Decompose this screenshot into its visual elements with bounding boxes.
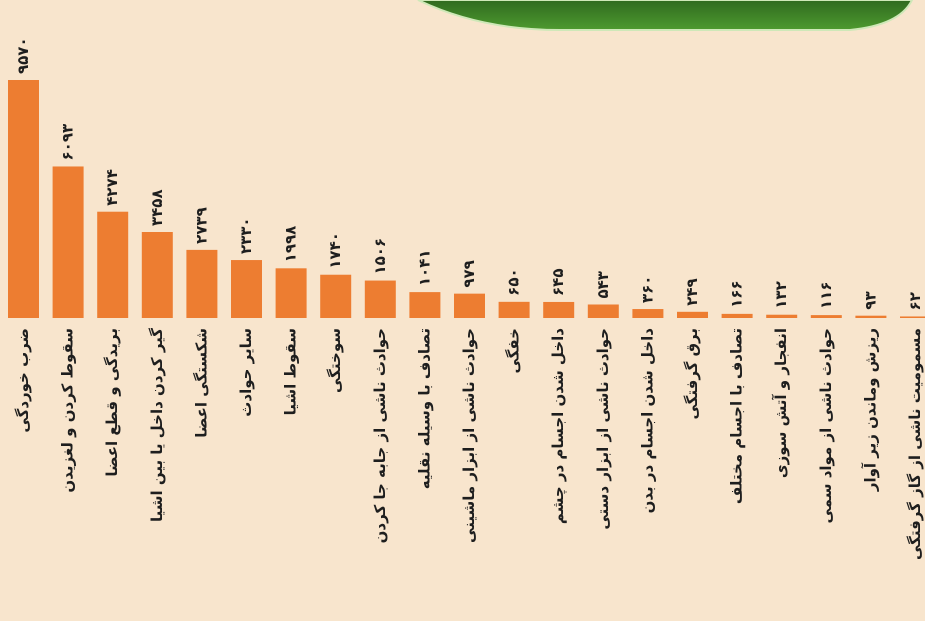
x-tick-label: انفجار و آتش سوزی [772, 328, 790, 478]
bar [454, 293, 485, 318]
header-shape [417, 0, 914, 31]
bar [409, 292, 441, 318]
bar [810, 315, 842, 318]
x-tick-label: مسمومیت ناشی از گاز گرفتگی [906, 328, 924, 560]
data-label: ۳۴۵۸ [148, 189, 166, 226]
bar [855, 315, 887, 318]
data-label: ۶۴۵ [549, 268, 567, 295]
data-label: ۱۰۴۱ [415, 249, 433, 286]
data-label: ۱۹۹۸ [282, 226, 300, 263]
x-tick-label: بریدگی و قطع اعضا [103, 328, 121, 477]
data-label: ۳۶۰ [638, 276, 656, 303]
bar [677, 311, 708, 318]
bar [52, 166, 84, 318]
x-tick-label: حوادث ناشی از ابزار دستی [594, 328, 612, 530]
data-label: ۱۵۰۶ [371, 238, 389, 275]
bar [320, 274, 352, 318]
x-tick-label: شکستگی اعضا [192, 328, 210, 438]
data-label: ۶۵۰ [505, 268, 523, 295]
x-tick-label: تصادف با وسیله نقلیه [415, 328, 433, 489]
bar [8, 80, 39, 318]
x-tick-label: برق گرفتگی [683, 328, 701, 420]
data-label: ۱۳۲ [772, 281, 790, 308]
x-tick-label: حوادث ناشی از جابه جا کردن [371, 328, 389, 543]
bar [900, 316, 925, 318]
data-label: ۲۷۳۹ [192, 207, 210, 244]
x-tick-label: ضرب خوردگی [14, 328, 32, 433]
x-tick-label: سقوط کردن و لغزیدن [59, 328, 77, 493]
x-tick-label: گیر کردن داخل یا بین اشیا [148, 328, 166, 522]
bar [364, 280, 396, 318]
bar [141, 232, 173, 318]
bar [543, 301, 575, 318]
x-tick-label: ریزش وماندن زیر آوار [861, 328, 879, 492]
x-tick-label: سقوط اشیا [282, 328, 300, 415]
data-label: ۱۷۴۰ [326, 232, 344, 269]
data-label: ۴۲۷۴ [103, 169, 121, 206]
data-label: ۶۲ [906, 292, 924, 310]
bar [498, 301, 530, 318]
data-label: ۲۴۹ [683, 278, 701, 305]
x-tick-label: حوادث ناشی از مواد سمی [817, 328, 835, 524]
bar [766, 314, 798, 318]
data-label: ۱۱۶ [817, 282, 835, 309]
x-tick-label: خفگی [505, 328, 523, 374]
data-label: ۱۶۶ [728, 280, 746, 307]
data-label: ۹۷۹ [460, 260, 478, 287]
x-tick-label: حوادث ناشی از ابزار ماشینی [460, 328, 478, 543]
x-tick-label: سایر حوادث [237, 328, 255, 417]
data-label: ۶۰۹۳ [59, 124, 77, 161]
bar [275, 268, 307, 318]
x-tick-label: داخل شدن اجسام در چشم [549, 328, 568, 524]
bar [186, 249, 218, 318]
bar [587, 304, 619, 318]
x-tick-label: داخل شدن اجسام در بدن [638, 328, 656, 514]
x-tick-label: تصادف با اجسام مختلف [728, 328, 746, 504]
data-label: ۹۵۷۰ [14, 37, 32, 74]
bar [231, 260, 262, 318]
data-label: ۹۳ [861, 291, 879, 309]
x-tick-label: سوختگی [326, 328, 344, 393]
data-label: ۵۴۳ [594, 271, 612, 298]
bar [721, 313, 753, 318]
bar [97, 211, 129, 318]
bar [632, 309, 664, 318]
data-label: ۲۳۳۰ [237, 217, 255, 254]
